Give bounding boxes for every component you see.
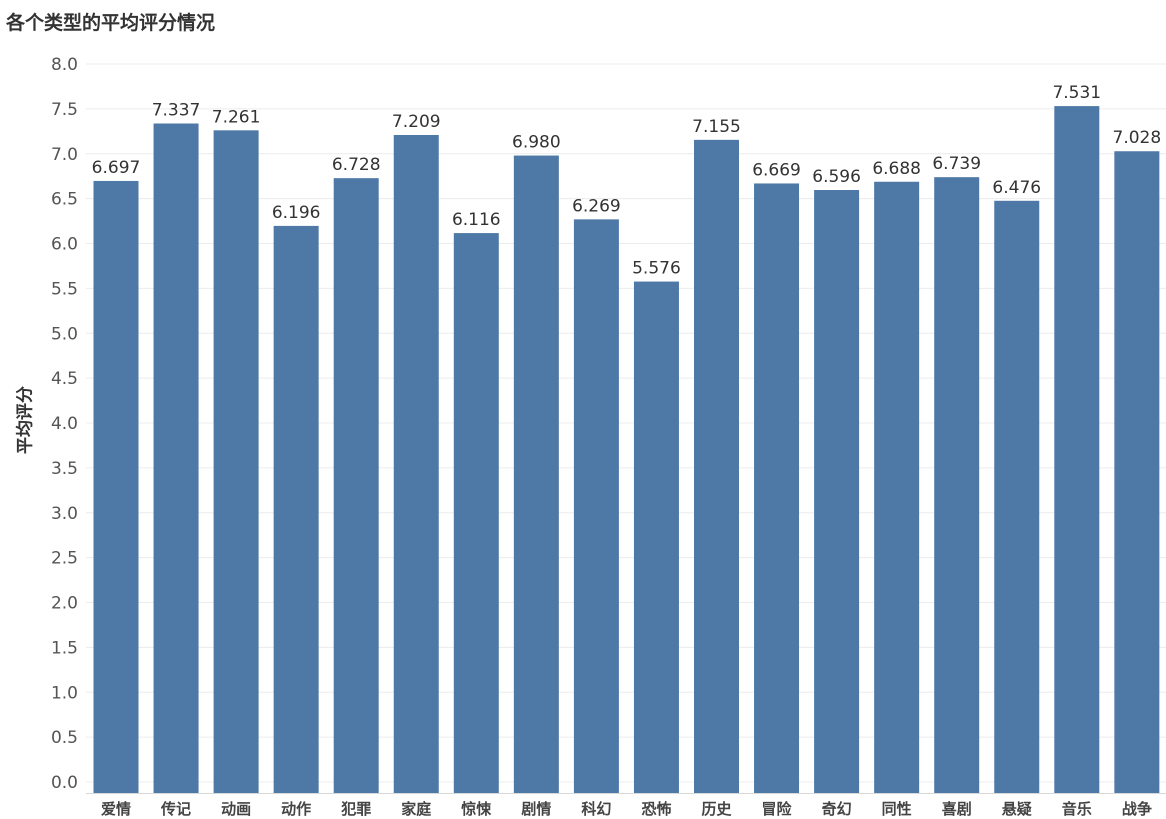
data-label: 6.697 [92, 158, 141, 178]
y-tick-label: 7.0 [51, 145, 78, 165]
y-tick-label: 6.0 [51, 235, 78, 255]
x-tick-label: 剧情 [521, 800, 551, 818]
x-tick-label: 惊悚 [461, 800, 492, 818]
value-labels: 6.697 7.337 7.261 6.196 6.728 7.209 6.116 6.980… [92, 83, 1162, 278]
data-label: 7.337 [152, 101, 201, 121]
y-tick-label: 4.5 [51, 369, 78, 389]
y-tick-label: 8.0 [51, 55, 78, 75]
bar [874, 181, 920, 793]
data-label: 5.576 [632, 259, 681, 279]
bar [754, 183, 800, 793]
y-tick-label: 3.0 [51, 504, 78, 524]
bar [453, 233, 499, 794]
y-tick-label: 0.0 [51, 773, 78, 793]
data-label: 6.669 [752, 160, 801, 180]
y-tick-label: 2.5 [51, 549, 78, 569]
data-label: 7.261 [212, 107, 261, 127]
y-tick-label: 5.5 [51, 279, 78, 299]
bars [93, 106, 1160, 794]
data-label: 7.155 [692, 117, 741, 137]
x-tick-label: 传记 [160, 800, 191, 818]
bar [934, 177, 980, 793]
y-tick-label: 4.0 [51, 414, 78, 434]
bar [814, 190, 860, 793]
bar [513, 155, 559, 794]
data-label: 6.728 [332, 155, 381, 175]
bar [694, 139, 739, 793]
bar [333, 178, 379, 794]
bar [573, 219, 619, 794]
data-label: 7.531 [1052, 83, 1101, 103]
data-label: 6.980 [512, 133, 561, 153]
y-tick-label: 1.5 [51, 638, 78, 658]
x-tick-label: 科幻 [581, 800, 611, 818]
data-label: 6.739 [932, 154, 981, 174]
data-label: 7.209 [392, 112, 441, 132]
x-tick-label: 恐怖 [641, 800, 671, 818]
data-label: 6.476 [992, 178, 1041, 198]
x-tick-label: 冒险 [762, 800, 793, 818]
bar [153, 123, 199, 793]
x-tick-label: 战争 [1122, 800, 1152, 818]
x-tick-label: 同性 [882, 800, 912, 818]
bar [393, 134, 439, 793]
y-tick-label: 3.5 [51, 459, 78, 479]
x-tick-label: 家庭 [401, 800, 432, 818]
data-label: 6.116 [452, 210, 501, 230]
x-tick-label: 动作 [281, 800, 311, 818]
x-tick-label: 动画 [221, 800, 251, 818]
y-tick-label: 2.0 [51, 594, 78, 614]
bar [994, 200, 1040, 794]
x-tick-label: 犯罪 [340, 800, 371, 818]
y-tick-label: 0.5 [51, 728, 78, 748]
chart-title: 各个类型的平均评分情况 [6, 12, 216, 34]
x-tick-label: 喜剧 [942, 800, 972, 818]
y-tick-label: 1.0 [51, 683, 78, 703]
data-label: 6.196 [272, 203, 321, 223]
bar [273, 225, 319, 793]
y-tick-label: 6.5 [51, 190, 78, 210]
gridlines [86, 63, 1166, 783]
data-label: 6.596 [812, 167, 861, 187]
x-tick-label: 历史 [701, 800, 732, 818]
bar [213, 130, 259, 793]
x-axis: 爱情 传记 动画 动作 犯罪 家庭 惊悚 剧情 科幻 恐怖 历史 冒险 奇幻 同性 喜剧 悬疑 音乐 战争 [86, 793, 1166, 818]
x-tick-label: 爱情 [101, 800, 131, 818]
x-tick-label: 奇幻 [822, 800, 852, 818]
y-tick-label: 5.0 [51, 324, 78, 344]
bar [1114, 151, 1160, 793]
x-tick-label: 悬疑 [1002, 800, 1032, 818]
bar [633, 281, 679, 793]
y-tick-label: 7.5 [51, 100, 78, 120]
bar [1054, 106, 1100, 793]
data-label: 6.269 [572, 196, 621, 216]
bar [93, 180, 139, 794]
y-axis: 0.0 0.5 1.0 1.5 2.0 2.5 3.0 3.5 4.0 4.5 5.0 5.5 6.0 6… [51, 55, 78, 793]
data-label: 6.688 [872, 159, 921, 179]
x-tick-label: 音乐 [1062, 800, 1092, 818]
data-label: 7.028 [1113, 128, 1162, 148]
